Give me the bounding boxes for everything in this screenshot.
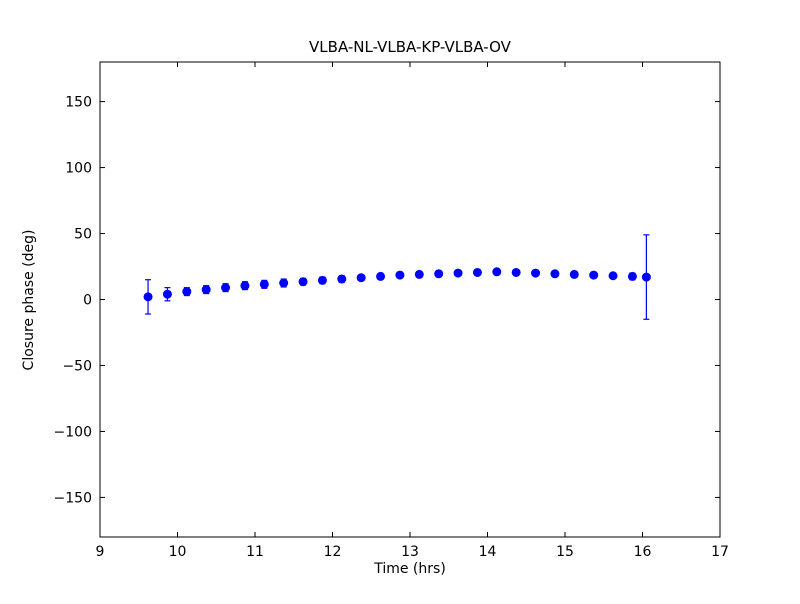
- data-point: [201, 285, 211, 295]
- data-point: [641, 272, 651, 282]
- data-point: [240, 281, 250, 291]
- data-point: [569, 269, 579, 279]
- data-point: [143, 292, 153, 302]
- x-tick-label: 16: [634, 544, 652, 560]
- data-point: [492, 267, 502, 277]
- x-tick-label: 17: [711, 544, 729, 560]
- data-point: [453, 268, 463, 278]
- y-tick-label: −50: [62, 358, 92, 374]
- y-tick-label: 50: [74, 227, 92, 243]
- data-point: [395, 270, 405, 280]
- x-tick-label: 13: [401, 544, 419, 560]
- x-tick-label: 10: [169, 544, 187, 560]
- plot-content: 9 10 11 12 13 14 15 16 17 −150 −100 −50 0 50 100 150: [54, 62, 729, 560]
- y-tick-label: −100: [54, 424, 92, 440]
- data-point: [608, 271, 618, 281]
- x-tick-label: 9: [96, 544, 105, 560]
- y-tick-label: 0: [83, 293, 92, 309]
- x-tick-label: 14: [479, 544, 497, 560]
- data-point: [182, 287, 192, 297]
- data-point: [589, 270, 599, 280]
- data-point: [376, 271, 386, 281]
- chart-title: VLBA-NL-VLBA-KP-VLBA-OV: [309, 38, 512, 56]
- y-tick-label: −150: [54, 490, 92, 506]
- x-tick-label: 12: [324, 544, 342, 560]
- data-point: [434, 269, 444, 279]
- x-axis-label: Time (hrs): [373, 561, 446, 577]
- data-point: [550, 269, 560, 279]
- data-point: [279, 278, 289, 288]
- y-tick-label: 150: [65, 95, 92, 111]
- data-point: [337, 274, 347, 284]
- plot-border: [99, 61, 721, 538]
- data-point: [414, 269, 424, 279]
- data-point: [531, 268, 541, 278]
- data-point: [627, 271, 637, 281]
- x-tick-label: 15: [556, 544, 574, 560]
- y-tick-label: 100: [65, 161, 92, 177]
- y-axis-label: Closure phase (deg): [21, 230, 37, 371]
- data-point: [298, 277, 308, 287]
- data-point: [511, 267, 521, 277]
- data-point: [259, 279, 269, 289]
- data-point: [356, 273, 366, 283]
- x-tick-label: 11: [246, 544, 264, 560]
- data-point: [221, 283, 231, 293]
- data-point: [162, 289, 172, 299]
- data-point: [317, 275, 327, 285]
- data-point: [472, 267, 482, 277]
